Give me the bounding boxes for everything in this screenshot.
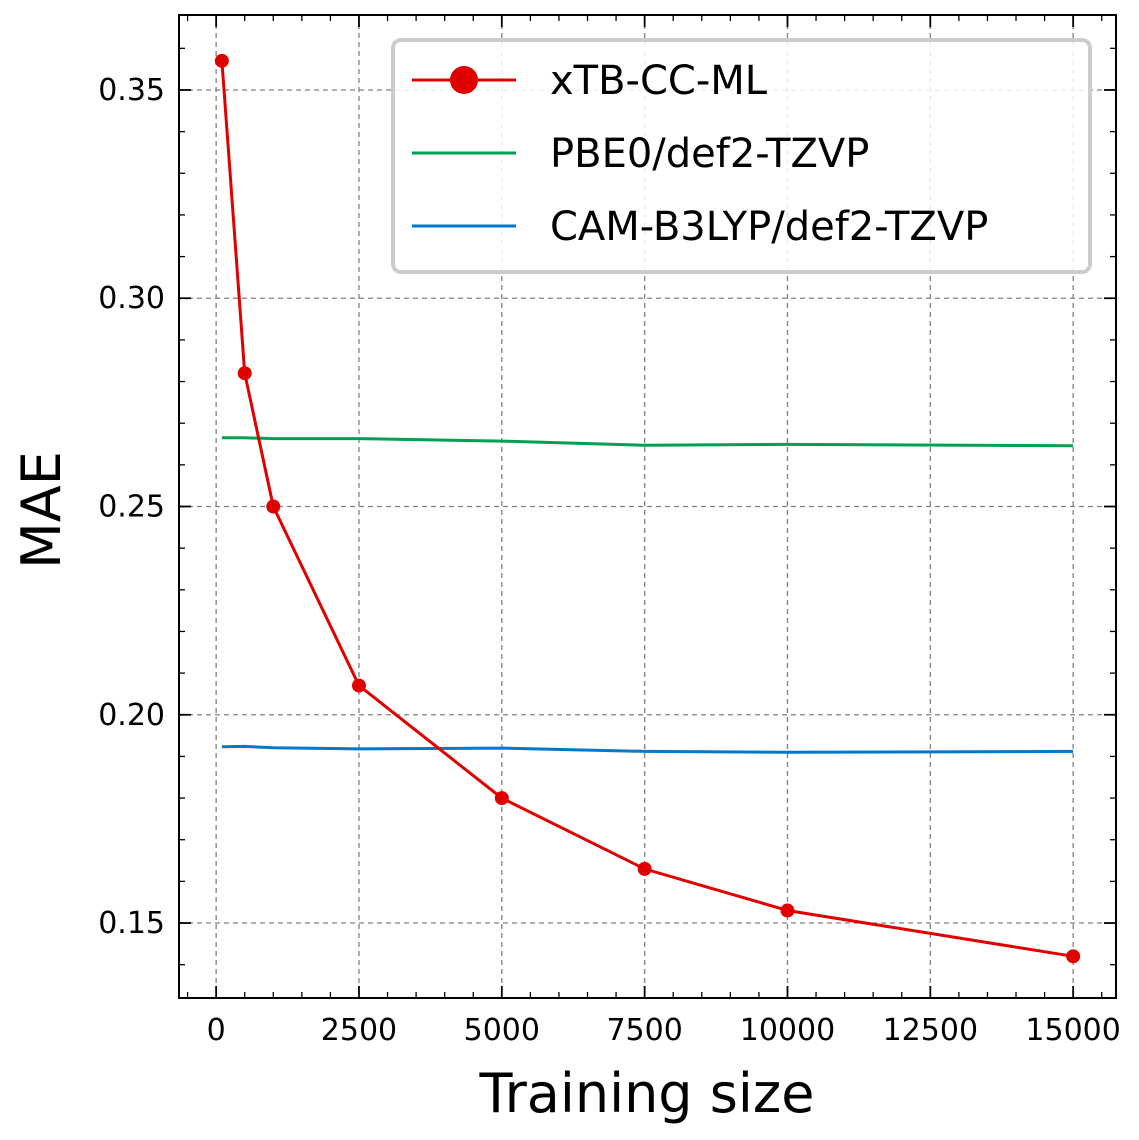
data-point [266,499,281,514]
y-tick-label: 0.30 [98,281,165,316]
data-point [237,366,252,381]
legend-box [391,38,1092,274]
data-point [780,903,795,918]
y-tick-label: 0.25 [98,490,165,525]
x-tick-label: 12500 [883,1013,978,1048]
series-line-0 [220,60,1074,958]
y-tick-label: 0.15 [98,906,165,941]
x-tick-label: 15000 [1025,1013,1120,1048]
series-layer [214,53,1081,964]
x-tick-label: 0 [207,1013,226,1048]
data-point [637,861,652,876]
x-tick-label: 7500 [606,1013,682,1048]
x-axis-title: Training size [479,1062,815,1125]
legend-label: xTB-CC-ML [550,58,768,104]
data-point [494,791,509,806]
y-axis-title: MAE [10,451,73,569]
data-point [214,53,229,68]
legend-label: PBE0/def2-TZVP [550,131,869,177]
tick-labels: 0 2500 5000 7500 10000 12500 15000 0.15 0.20 0.25… [98,73,1121,1048]
series-line-2 [221,744,1074,754]
ticks [179,15,1116,998]
x-tick-label: 5000 [464,1013,540,1048]
data-point [351,678,366,693]
y-tick-label: 0.35 [98,73,165,108]
x-tick-label: 10000 [740,1013,835,1048]
series-line-1 [221,436,1074,448]
x-tick-label: 2500 [321,1013,397,1048]
y-tick-label: 0.20 [98,698,165,733]
data-point [1066,949,1081,964]
legend-marker [450,66,478,94]
legend: xTB-CC-ML PBE0/def2-TZVP CAM-B3LYP/def2-TZ… [391,38,1092,274]
legend-label: CAM-B3LYP/def2-TZVP [550,204,988,250]
